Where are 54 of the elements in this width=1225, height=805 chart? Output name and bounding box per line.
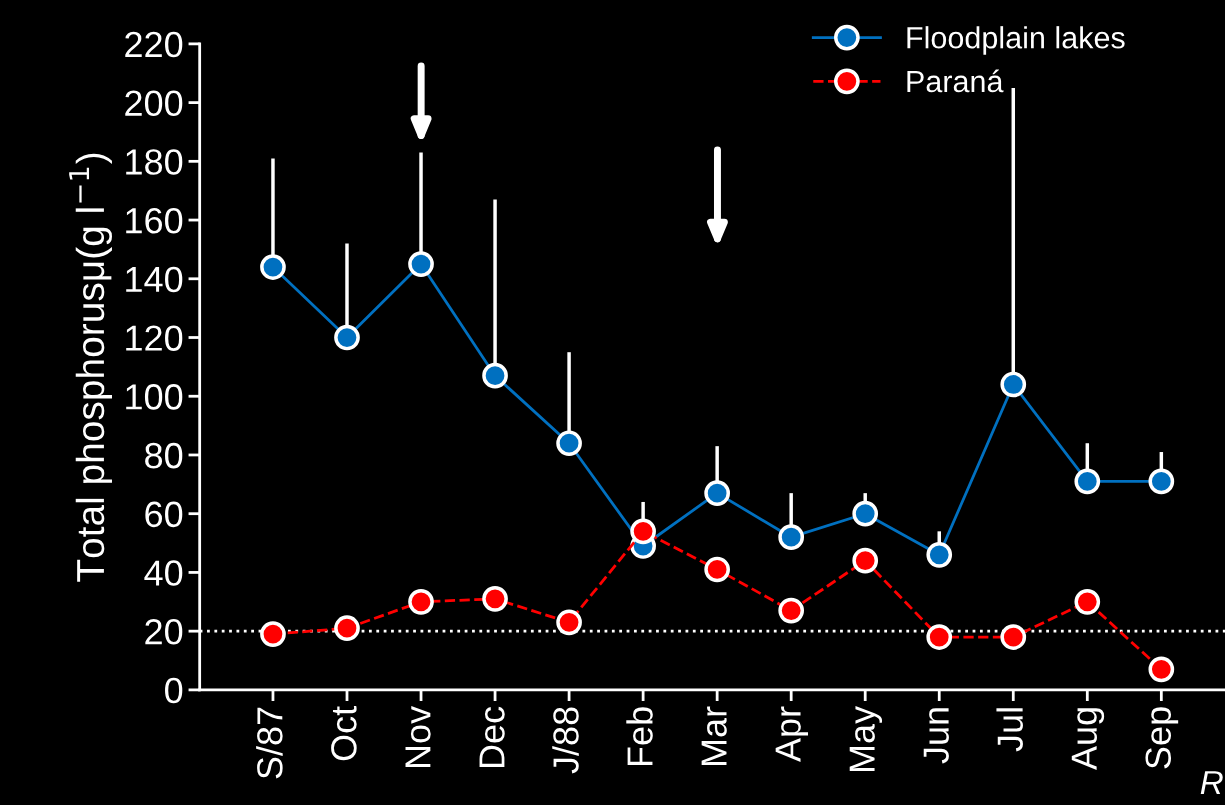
point <box>852 500 879 527</box>
point <box>926 624 953 650</box>
x-tick-label: S/87 <box>256 707 283 779</box>
y-tick-label: 40 <box>144 560 183 586</box>
x-tick-label: Apr <box>775 706 809 762</box>
point <box>1148 656 1175 683</box>
legend-label: Floodplain lakes <box>907 26 1125 55</box>
x-tick-label: Mar <box>701 706 727 766</box>
point <box>1074 468 1101 495</box>
point <box>408 251 434 277</box>
point <box>408 588 434 615</box>
x-tick-label: Oct <box>331 706 357 761</box>
x-tick-label: Dec <box>479 706 505 768</box>
y-tick-label: 0 <box>165 677 183 704</box>
point <box>334 615 360 642</box>
point <box>260 621 286 647</box>
point <box>482 362 508 389</box>
y-tick-label: 180 <box>126 149 183 175</box>
y-tick-label: 120 <box>126 325 183 351</box>
point <box>704 556 730 583</box>
x-tick-label: Jun <box>923 708 949 764</box>
point <box>778 524 805 551</box>
y-tick-label: 160 <box>126 207 183 234</box>
x-tick-label: Sep <box>1145 707 1179 769</box>
y-tick-label: 220 <box>125 31 183 58</box>
y-tick-label: 200 <box>125 90 183 117</box>
x-tick-label: May <box>849 705 883 772</box>
x-tick-label: Jul <box>996 708 1023 752</box>
text: R <box>1200 771 1223 795</box>
y-tick-label: 80 <box>145 442 183 469</box>
x-tick-label: J/88 <box>552 707 579 774</box>
point <box>556 430 582 457</box>
point <box>260 254 286 280</box>
x-tick-label: Aug <box>1071 708 1105 771</box>
legend-label: Paraná <box>907 69 1004 93</box>
y-tick-label: 100 <box>126 384 183 410</box>
point <box>1000 624 1027 650</box>
point <box>1074 588 1101 615</box>
point <box>926 541 953 568</box>
point <box>852 547 879 574</box>
x-tick-label: Nov <box>405 705 431 768</box>
y-tick-label: 60 <box>145 501 183 528</box>
y-tick-label: 20 <box>145 619 183 645</box>
point <box>1148 468 1175 495</box>
y-axis-title: Total phosphorusμ(g l$^{−1}$) <box>69 153 112 582</box>
x-tick-label: Feb <box>626 707 653 766</box>
point <box>630 518 656 545</box>
point <box>556 609 582 636</box>
point <box>1000 371 1027 398</box>
y-tick-label: 140 <box>126 266 183 293</box>
point <box>482 586 508 612</box>
point <box>334 324 360 351</box>
point <box>778 597 805 624</box>
point <box>704 480 730 506</box>
